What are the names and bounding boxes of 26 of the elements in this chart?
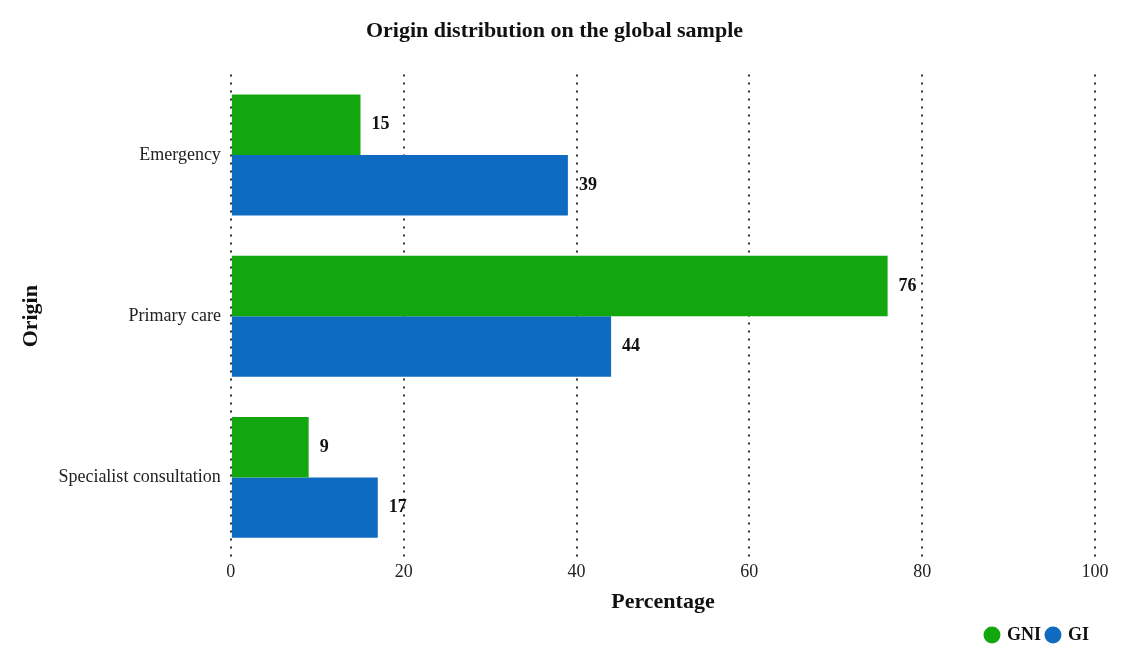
x-tick-label: 0	[226, 560, 236, 581]
data-label: 76	[898, 274, 917, 295]
bar	[231, 94, 361, 155]
data-label: 9	[319, 435, 329, 456]
y-axis-title: Origin	[16, 285, 42, 348]
y-tick-label: Specialist consultation	[58, 466, 221, 487]
x-tick-label: 80	[913, 560, 932, 581]
x-tick-label: 40	[567, 560, 586, 581]
y-tick-label: Primary care	[128, 304, 221, 325]
bar	[231, 316, 612, 377]
bar	[231, 416, 309, 478]
legend-label: GI	[1067, 623, 1090, 644]
bar	[231, 255, 888, 317]
legend-label: GNI	[1006, 623, 1041, 644]
chart-title: Origin distribution on the global sample	[365, 16, 744, 42]
x-axis-title: Percentage	[611, 588, 715, 614]
data-label: 39	[578, 173, 597, 194]
x-tick-label: 20	[394, 560, 413, 581]
x-tick-label: 60	[740, 560, 759, 581]
data-label: 44	[622, 335, 641, 356]
data-label: 17	[388, 496, 407, 517]
bar	[231, 155, 568, 216]
x-tick-label: 100	[1081, 560, 1109, 581]
data-label: 15	[371, 113, 390, 134]
y-tick-label: Emergency	[139, 143, 221, 164]
bar	[231, 477, 378, 538]
